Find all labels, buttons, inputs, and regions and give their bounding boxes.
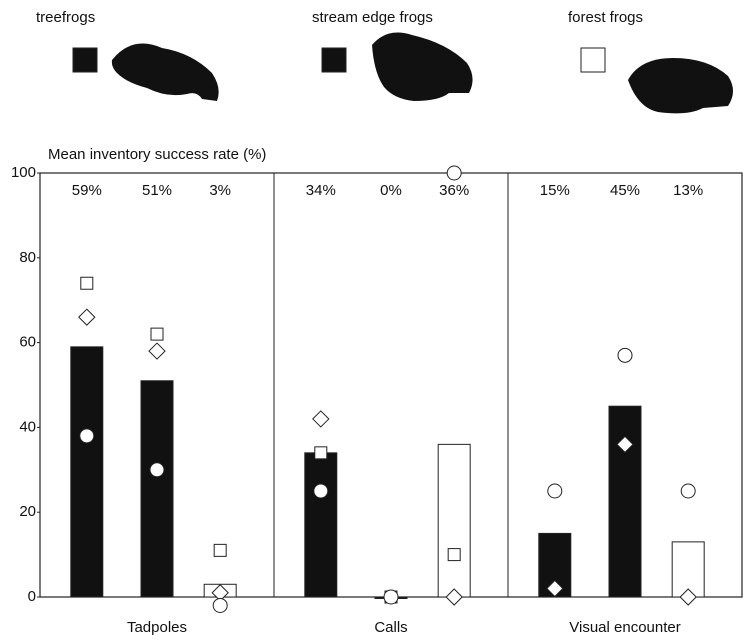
- circle-marker: [617, 347, 633, 363]
- diamond-marker: [616, 435, 634, 454]
- diamond-marker: [679, 588, 697, 606]
- x-tick-label: Visual encounter: [569, 619, 680, 636]
- x-tick-label: Tadpoles: [127, 619, 187, 636]
- y-tick-label: 40: [19, 418, 36, 435]
- y-axis-title: Mean inventory success rate (%): [48, 146, 266, 163]
- diamond-marker: [78, 308, 96, 326]
- circle-marker: [313, 483, 329, 499]
- frog-silhouette: [111, 43, 219, 101]
- diamond-marker: [148, 342, 166, 360]
- square-marker: [314, 446, 328, 460]
- value-label: 45%: [610, 182, 640, 199]
- circle-marker: [212, 597, 228, 613]
- value-label: 15%: [540, 182, 570, 199]
- bar: [140, 380, 174, 598]
- value-label: 34%: [306, 182, 336, 199]
- x-tick-label: Calls: [374, 619, 407, 636]
- value-label: 36%: [439, 182, 469, 199]
- frog-silhouette: [372, 32, 473, 101]
- bar: [608, 405, 642, 598]
- circle-marker: [79, 428, 95, 444]
- y-tick-label: 60: [19, 334, 36, 351]
- y-tick-label: 100: [11, 164, 36, 181]
- y-tick-label: 80: [19, 249, 36, 266]
- circle-marker: [680, 483, 696, 499]
- value-label: 51%: [142, 182, 172, 199]
- square-marker: [447, 548, 461, 562]
- frog-silhouette: [628, 58, 733, 114]
- value-label: 13%: [673, 182, 703, 199]
- square-marker: [80, 276, 94, 290]
- value-label: 0%: [380, 182, 402, 199]
- circle-marker: [149, 462, 165, 478]
- legend-label: forest frogs: [568, 9, 643, 26]
- bar: [437, 443, 471, 598]
- value-label: 3%: [209, 182, 231, 199]
- y-tick-label: 20: [19, 503, 36, 520]
- value-label: 59%: [72, 182, 102, 199]
- legend-swatch: [580, 47, 606, 73]
- bar: [671, 541, 705, 598]
- diamond-marker: [312, 410, 330, 428]
- y-tick-label: 0: [28, 588, 36, 605]
- diamond-marker: [546, 579, 564, 598]
- legend-swatch: [321, 47, 347, 73]
- legend-swatch: [72, 47, 98, 73]
- bar: [304, 452, 338, 598]
- square-marker: [213, 543, 227, 557]
- bar: [70, 346, 104, 598]
- legend-label: stream edge frogs: [312, 9, 433, 26]
- circle-marker: [383, 589, 399, 605]
- square-marker: [150, 327, 164, 341]
- circle-marker: [446, 165, 462, 181]
- legend-label: treefrogs: [36, 9, 95, 26]
- frog-silhouettes: [111, 32, 733, 114]
- circle-marker: [547, 483, 563, 499]
- diamond-marker: [445, 588, 463, 606]
